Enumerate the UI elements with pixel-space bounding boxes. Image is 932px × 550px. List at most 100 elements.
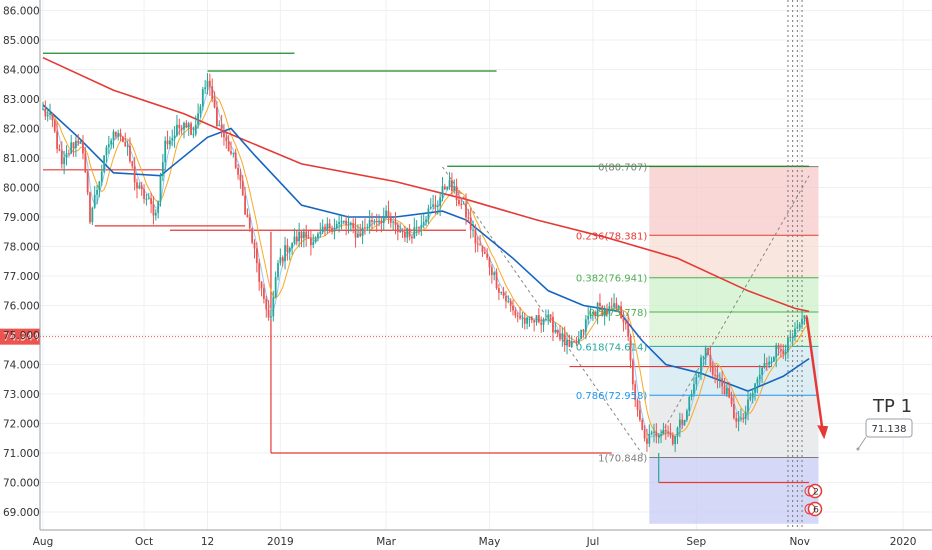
candle-body (100, 171, 103, 182)
candle-body (446, 186, 449, 190)
candle-body (648, 433, 651, 444)
candle-body (159, 176, 162, 202)
candle-body (577, 338, 580, 344)
candle-body (460, 204, 463, 206)
candle-body (380, 220, 383, 224)
candle-body (185, 122, 188, 128)
x-tick-label: Aug (33, 536, 54, 548)
candle-body (91, 207, 94, 223)
candle-body (782, 350, 785, 355)
candle-body (436, 205, 439, 207)
candle-body (361, 227, 364, 237)
y-tick-label: 74.000 (3, 360, 40, 372)
candle-body (693, 384, 695, 395)
candle-body (201, 89, 204, 107)
candle-body (396, 224, 399, 233)
candle-body (476, 243, 479, 245)
candle-body (512, 305, 514, 311)
candle-body (305, 231, 308, 238)
candle-body (733, 404, 735, 419)
candle-body (791, 336, 794, 338)
fib-level-label: 0.5(75.778) (589, 308, 648, 319)
candle-body (319, 231, 322, 234)
y-tick-label: 84.000 (3, 65, 40, 77)
candle-body (589, 313, 592, 316)
candle-body (117, 133, 120, 137)
candle-body (509, 300, 512, 306)
candle-body (545, 318, 547, 320)
candle-body (655, 431, 658, 437)
candle-body (176, 124, 178, 136)
candle-body (227, 141, 230, 152)
candle-body (169, 140, 171, 145)
candle-body (178, 124, 181, 128)
x-tick-label: Jul (586, 536, 600, 548)
candle-body (549, 314, 552, 317)
target-pointer-dot (856, 447, 860, 451)
candle-body (542, 319, 545, 325)
candle-body (171, 137, 174, 141)
candle-body (86, 172, 89, 193)
candle-body (352, 223, 355, 229)
candle-body (657, 435, 660, 437)
candle-body (72, 142, 75, 149)
candle-body (716, 375, 719, 379)
candle-body (190, 123, 192, 136)
candle-body (714, 374, 716, 376)
candle-body (326, 223, 329, 230)
candle-body (378, 220, 380, 223)
candle-body (77, 140, 80, 144)
event-badge-count: 2 (813, 488, 819, 498)
candle-body (721, 378, 724, 387)
candle-body (288, 247, 291, 252)
candle-body (530, 316, 533, 321)
candle-body (56, 131, 58, 150)
candle-body (164, 140, 167, 163)
candle-body (364, 227, 366, 229)
candle-body (204, 87, 207, 90)
fib-level-label: 1(70.848) (598, 453, 647, 464)
candle-body (413, 227, 416, 239)
candle-body (514, 310, 517, 316)
candle-body (488, 257, 491, 268)
fib-zone (649, 166, 819, 236)
candle-body (749, 396, 752, 400)
candle-body (223, 132, 225, 138)
y-tick-label: 86.000 (3, 6, 40, 18)
candle-body (676, 427, 679, 437)
candle-body (439, 197, 442, 206)
candle-body (629, 336, 632, 361)
candle-body (697, 374, 700, 377)
candle-body (420, 224, 423, 229)
candle-body (787, 337, 789, 353)
candle-body (744, 412, 747, 419)
candle-body (448, 180, 451, 187)
candle-body (453, 186, 456, 191)
candle-body (44, 108, 47, 117)
candle-body (613, 303, 615, 307)
candle-body (183, 122, 185, 130)
y-tick-label: 72.000 (3, 419, 40, 431)
fib-level-label: 0.618(74.614) (576, 342, 648, 353)
candle-body (505, 296, 507, 302)
candle-body (194, 124, 197, 135)
candle-body (742, 417, 745, 419)
candle-body (234, 152, 237, 168)
candle-body (399, 231, 402, 233)
candle-body (582, 329, 585, 332)
candle-body (338, 221, 340, 224)
candle-body (686, 410, 688, 420)
candle-body (216, 107, 218, 127)
candle-body (620, 306, 622, 319)
candle-body (197, 113, 199, 125)
y-tick-label: 69.000 (3, 507, 40, 519)
candle-body (695, 376, 698, 385)
y-tick-label: 79.000 (3, 212, 40, 224)
candle-body (220, 124, 223, 133)
candle-body (671, 435, 674, 445)
candle-body (418, 227, 420, 229)
candle-body (46, 114, 49, 117)
candle-body (394, 221, 397, 225)
candle-body (307, 237, 310, 239)
candle-body (314, 237, 317, 242)
